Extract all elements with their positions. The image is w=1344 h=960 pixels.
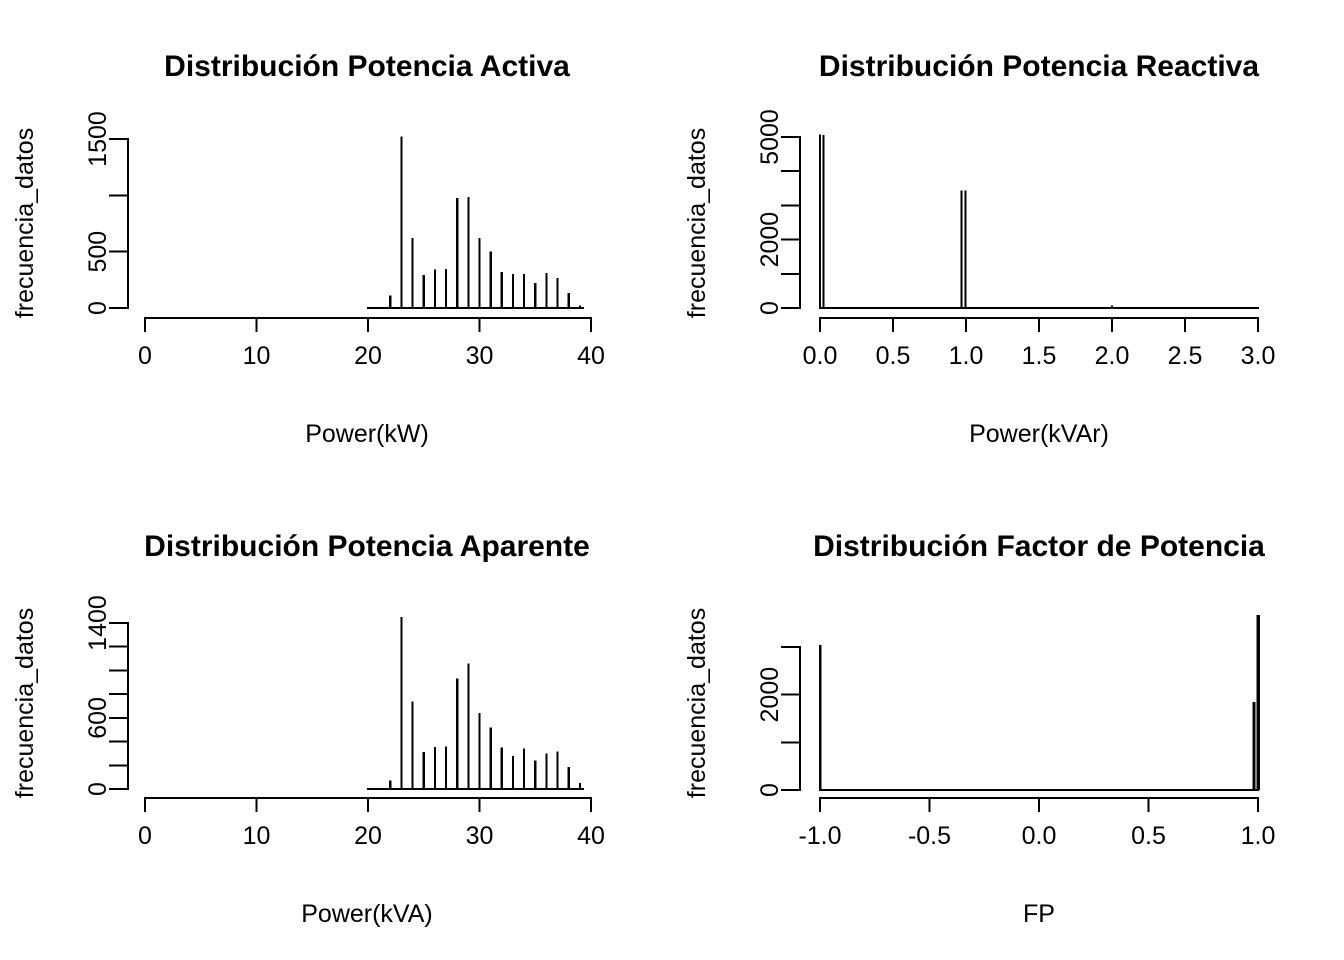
- y-axis-label: frecuencia_datos: [683, 128, 711, 318]
- x-tick-label: 2.5: [1168, 342, 1203, 370]
- x-axis-label: Power(kVAr): [969, 420, 1109, 448]
- x-tick-label: 20: [354, 822, 382, 850]
- panel-potencia-aparente: Distribución Potencia Aparente 0 600 1400 0 1…: [11, 530, 605, 928]
- x-tick-label: 0: [138, 342, 152, 370]
- x-tick-label: 10: [243, 822, 271, 850]
- y-tick-label: 1400: [84, 595, 112, 651]
- x-tick-label: 0.0: [1022, 822, 1057, 850]
- x-tick-label: 10: [243, 342, 271, 370]
- y-tick-label: 500: [84, 231, 112, 273]
- x-tick-label: 1.0: [949, 342, 984, 370]
- x-tick-label: 0.0: [803, 342, 838, 370]
- x-tick-label: 40: [577, 822, 605, 850]
- chart-title: Distribución Factor de Potencia: [813, 530, 1265, 563]
- x-tick-label: -1.0: [798, 822, 841, 850]
- x-tick-label: 0.5: [1131, 822, 1166, 850]
- chart-title: Distribución Potencia Aparente: [144, 530, 590, 563]
- x-tick-label: 20: [354, 342, 382, 370]
- x-tick-label: 1.5: [1022, 342, 1057, 370]
- x-axis-label: Power(kVA): [301, 900, 433, 928]
- panel-potencia-activa: Distribución Potencia Activa 0 500 1500 0 10 2…: [11, 50, 605, 448]
- x-tick-label: 0.5: [876, 342, 911, 370]
- y-tick-label: 0: [756, 301, 784, 315]
- x-tick-label: 1.0: [1241, 822, 1276, 850]
- x-tick-label: 30: [466, 342, 494, 370]
- chart-title: Distribución Potencia Activa: [164, 50, 570, 83]
- y-tick-label: 600: [84, 697, 112, 739]
- y-tick-label: 5000: [756, 109, 784, 165]
- y-tick-label: 0: [756, 783, 784, 797]
- chart-title: Distribución Potencia Reactiva: [819, 50, 1259, 83]
- y-tick-label: 1500: [84, 111, 112, 167]
- x-tick-label: 3.0: [1241, 342, 1276, 370]
- panel-potencia-reactiva: Distribución Potencia Reactiva 0 2000 5000 0…: [683, 50, 1276, 448]
- x-tick-label: -0.5: [908, 822, 951, 850]
- y-tick-label: 0: [84, 301, 112, 315]
- x-axis-label: Power(kW): [305, 420, 429, 448]
- y-tick-label: 2000: [756, 667, 784, 723]
- y-axis-label: frecuencia_datos: [11, 608, 39, 798]
- x-tick-label: 2.0: [1095, 342, 1130, 370]
- y-tick-label: 2000: [756, 212, 784, 268]
- y-axis-label: frecuencia_datos: [11, 128, 39, 318]
- panel-factor-de-potencia: Distribución Factor de Potencia 0 2000 -1.0…: [683, 530, 1276, 928]
- x-axis-label: FP: [1023, 900, 1055, 928]
- x-tick-label: 30: [466, 822, 494, 850]
- x-tick-label: 40: [577, 342, 605, 370]
- x-tick-label: 0: [138, 822, 152, 850]
- y-axis-label: frecuencia_datos: [683, 608, 711, 798]
- y-tick-label: 0: [84, 782, 112, 796]
